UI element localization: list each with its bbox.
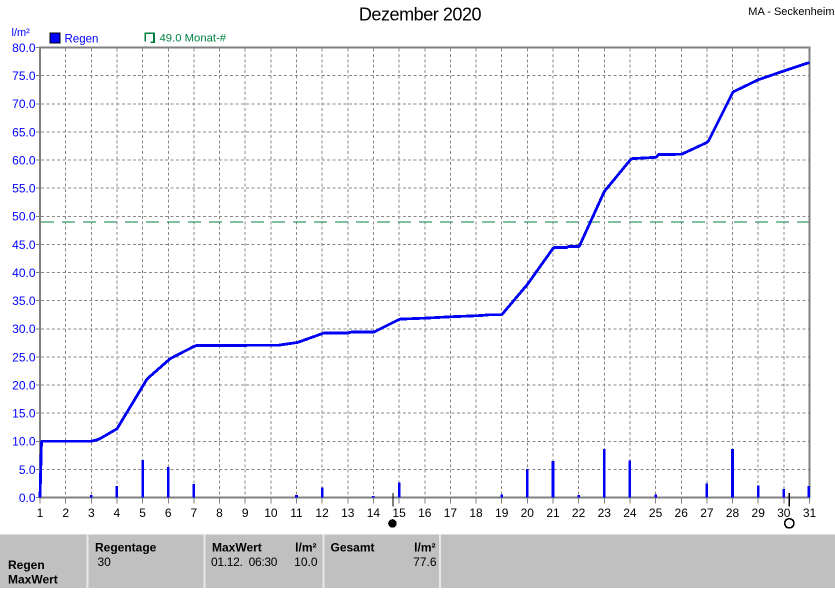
svg-text:77.6: 77.6 bbox=[413, 555, 437, 569]
svg-text:01.12. 06:30: 01.12. 06:30 bbox=[211, 555, 278, 569]
svg-text:70.0: 70.0 bbox=[12, 97, 36, 111]
svg-text:5: 5 bbox=[139, 506, 146, 520]
svg-text:Dezember 2020: Dezember 2020 bbox=[359, 5, 482, 25]
svg-text:29: 29 bbox=[752, 506, 766, 520]
svg-text:13: 13 bbox=[341, 506, 355, 520]
svg-text:4: 4 bbox=[114, 506, 121, 520]
svg-text:21: 21 bbox=[546, 506, 560, 520]
svg-text:22: 22 bbox=[572, 506, 586, 520]
svg-text:49.0 Monat-#: 49.0 Monat-# bbox=[160, 33, 227, 45]
svg-text:24: 24 bbox=[623, 506, 637, 520]
svg-text:0.0: 0.0 bbox=[19, 491, 36, 505]
svg-text:27: 27 bbox=[700, 506, 714, 520]
svg-text:11: 11 bbox=[290, 506, 303, 520]
svg-text:l/m²: l/m² bbox=[295, 541, 316, 555]
svg-text:23: 23 bbox=[598, 506, 612, 520]
svg-text:80.0: 80.0 bbox=[12, 41, 36, 55]
svg-text:7: 7 bbox=[191, 506, 198, 520]
svg-text:15.0: 15.0 bbox=[12, 407, 36, 421]
svg-text:75.0: 75.0 bbox=[12, 69, 36, 83]
svg-text:10.0: 10.0 bbox=[294, 555, 318, 569]
svg-text:30.0: 30.0 bbox=[12, 322, 36, 336]
svg-text:31: 31 bbox=[803, 506, 817, 520]
svg-text:8: 8 bbox=[216, 506, 223, 520]
svg-text:16: 16 bbox=[418, 506, 432, 520]
svg-text:40.0: 40.0 bbox=[12, 266, 36, 280]
svg-text:Gesamt: Gesamt bbox=[331, 541, 375, 555]
svg-text:l/m²: l/m² bbox=[12, 27, 31, 39]
svg-text:l/m²: l/m² bbox=[414, 541, 435, 555]
svg-text:45.0: 45.0 bbox=[12, 238, 36, 252]
svg-text:17: 17 bbox=[444, 506, 458, 520]
svg-text:20: 20 bbox=[521, 506, 535, 520]
svg-text:55.0: 55.0 bbox=[12, 182, 36, 196]
svg-text:3: 3 bbox=[88, 506, 95, 520]
svg-text:50.0: 50.0 bbox=[12, 210, 36, 224]
svg-text:25: 25 bbox=[649, 506, 663, 520]
svg-text:MaxWert: MaxWert bbox=[212, 541, 262, 555]
svg-text:30: 30 bbox=[98, 555, 112, 569]
svg-text:9: 9 bbox=[242, 506, 249, 520]
svg-text:28: 28 bbox=[726, 506, 740, 520]
svg-text:2: 2 bbox=[62, 506, 69, 520]
svg-text:Regen: Regen bbox=[8, 558, 45, 572]
svg-text:MA - Seckenheim: MA - Seckenheim bbox=[748, 6, 834, 18]
svg-text:10: 10 bbox=[264, 506, 278, 520]
svg-text:14: 14 bbox=[367, 506, 381, 520]
svg-text:18: 18 bbox=[469, 506, 483, 520]
svg-text:12: 12 bbox=[315, 506, 329, 520]
svg-text:20.0: 20.0 bbox=[12, 378, 36, 392]
svg-text:MaxWert: MaxWert bbox=[8, 573, 58, 587]
svg-text:35.0: 35.0 bbox=[12, 294, 36, 308]
svg-text:Regentage: Regentage bbox=[95, 541, 157, 555]
svg-text:19: 19 bbox=[495, 506, 509, 520]
svg-text:1: 1 bbox=[37, 506, 44, 520]
svg-text:26: 26 bbox=[675, 506, 689, 520]
svg-text:5.0: 5.0 bbox=[19, 463, 36, 477]
svg-text:15: 15 bbox=[392, 506, 406, 520]
svg-text:6: 6 bbox=[165, 506, 172, 520]
svg-text:Regen: Regen bbox=[65, 34, 99, 46]
svg-text:60.0: 60.0 bbox=[12, 153, 36, 167]
svg-text:25.0: 25.0 bbox=[12, 350, 36, 364]
svg-text:10.0: 10.0 bbox=[12, 435, 36, 449]
svg-text:65.0: 65.0 bbox=[12, 125, 36, 139]
svg-text:30: 30 bbox=[777, 506, 791, 520]
